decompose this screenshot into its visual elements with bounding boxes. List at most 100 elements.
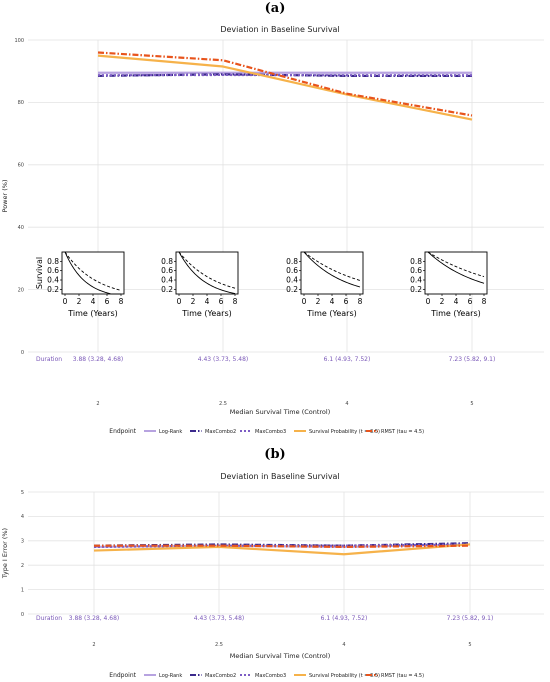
duration-value: 4.43 (3.73, 5.48)	[194, 615, 244, 622]
x-tick-label: 5	[468, 642, 471, 648]
duration-value: 4.43 (3.73, 5.48)	[198, 356, 248, 363]
inset-y-tick-label: 0.8	[286, 257, 298, 266]
y-axis-label: Type I Error (%)	[1, 528, 9, 579]
series-line-4	[94, 544, 471, 549]
legend-label: RMST (tau = 4.5)	[381, 673, 424, 679]
panel-b: (b) Deviation in Baseline Survival 0 1 2 3 4 5 T…	[1, 447, 544, 679]
y-tick-label: 20	[18, 287, 24, 293]
inset-y-tick-label: 0.4	[161, 276, 173, 285]
inset-x-tick-label: 4	[454, 297, 459, 306]
inset-x-tick-label: 2	[440, 297, 445, 306]
panel-label: (a)	[265, 1, 286, 16]
legend-label: Survival Probability (t = 3.5)	[309, 429, 380, 435]
inset-control-curve	[303, 251, 361, 288]
duration-label: Duration	[36, 615, 62, 622]
inset-frame	[61, 251, 125, 295]
legend-label: MaxCombo2	[205, 429, 236, 435]
inset-treatment-curve	[303, 251, 361, 281]
duration-value: 3.88 (3.28, 4.68)	[73, 356, 123, 363]
inset-x-label: Time (Years)	[67, 309, 117, 318]
y-axis-label: Power (%)	[1, 180, 9, 213]
legend-label: MaxCombo2	[205, 673, 236, 679]
inset-x-tick-label: 4	[91, 297, 96, 306]
inset-y-tick-label: 0.8	[410, 257, 422, 266]
inset-x-tick-label: 8	[119, 297, 124, 306]
duration-value: 7.23 (5.82, 9.1)	[447, 615, 494, 622]
legend-title: Endpoint	[109, 428, 136, 435]
y-tick-label: 3	[21, 539, 24, 545]
x-axis-label: Median Survival Time (Control)	[230, 408, 331, 416]
inset-control-curve	[427, 251, 485, 284]
inset-y-tick-label: 0.6	[47, 266, 59, 275]
series-line-4	[97, 51, 473, 117]
inset-y-tick-label: 0.2	[286, 285, 298, 294]
legend-title: Endpoint	[109, 672, 136, 679]
inset-treatment-curve	[178, 251, 236, 289]
legend-label: RMST (tau = 4.5)	[381, 429, 424, 435]
inset-x-tick-label: 4	[205, 297, 210, 306]
panel-a: (a)Deviation in Baseline Survival0204060…	[1, 1, 544, 435]
duration-value: 6.1 (4.93, 7.52)	[321, 615, 368, 622]
y-tick-label: 60	[18, 163, 24, 169]
x-tick-label: 2	[92, 642, 95, 648]
inset-y-tick-label: 0.2	[410, 285, 422, 294]
x-tick-label: 2.5	[219, 401, 227, 407]
inset-frame	[175, 251, 239, 295]
inset-x-tick-label: 8	[233, 297, 238, 306]
legend-label: Log-Rank	[159, 673, 182, 679]
inset-frame	[300, 251, 364, 295]
inset-y-tick-label: 0.6	[286, 266, 298, 275]
x-tick-label: 4	[342, 642, 345, 648]
legend-label: Survival Probability (t = 3.5)	[309, 673, 380, 679]
inset-x-tick-label: 8	[482, 297, 487, 306]
inset-x-tick-label: 6	[468, 297, 473, 306]
inset-y-label: Survival	[35, 257, 44, 289]
inset-x-label: Time (Years)	[181, 309, 231, 318]
duration-value: 7.23 (5.82, 9.1)	[449, 356, 496, 363]
y-tick-label: 1	[21, 587, 24, 593]
inset-frame	[424, 251, 488, 295]
inset-x-tick-label: 4	[330, 297, 335, 306]
inset-x-label: Time (Years)	[430, 309, 480, 318]
inset-x-tick-label: 6	[105, 297, 110, 306]
inset-x-tick-label: 0	[177, 297, 182, 306]
y-tick-label: 0	[21, 350, 24, 356]
x-tick-label: 2	[96, 401, 99, 407]
inset-y-tick-label: 0.8	[47, 257, 59, 266]
inset-x-tick-label: 8	[358, 297, 363, 306]
inset-y-tick-label: 0.4	[286, 276, 298, 285]
inset-y-tick-label: 0.2	[161, 285, 173, 294]
x-tick-label: 5	[470, 401, 473, 407]
y-tick-label: 100	[14, 38, 24, 44]
duration-label: Duration	[36, 356, 62, 363]
inset-x-tick-label: 0	[426, 297, 431, 306]
y-tick-label: 4	[21, 514, 24, 520]
legend-label: MaxCombo3	[255, 429, 286, 435]
inset-control-curve	[64, 251, 121, 295]
inset-x-tick-label: 0	[63, 297, 68, 306]
inset-control-curve	[178, 251, 236, 295]
series-line-1	[97, 73, 472, 77]
inset-x-tick-label: 2	[316, 297, 321, 306]
inset-y-tick-label: 0.2	[47, 285, 59, 294]
y-tick-label: 40	[18, 225, 24, 231]
inset-y-tick-label: 0.4	[410, 276, 422, 285]
x-axis-label: Median Survival Time (Control)	[230, 652, 331, 660]
series-line-3	[97, 54, 473, 121]
chart-title: Deviation in Baseline Survival	[220, 472, 339, 481]
series-line-2	[93, 543, 471, 548]
duration-value: 6.1 (4.93, 7.52)	[324, 356, 371, 363]
series-line-3	[93, 543, 471, 556]
x-tick-label: 2.5	[215, 642, 223, 648]
inset-x-tick-label: 6	[344, 297, 349, 306]
legend-label: Log-Rank	[159, 429, 182, 435]
duration-value: 3.88 (3.28, 4.68)	[69, 615, 119, 622]
inset-x-tick-label: 6	[219, 297, 224, 306]
inset-x-tick-label: 2	[191, 297, 196, 306]
x-tick-label: 4	[345, 401, 348, 407]
inset-y-tick-label: 0.4	[47, 276, 59, 285]
